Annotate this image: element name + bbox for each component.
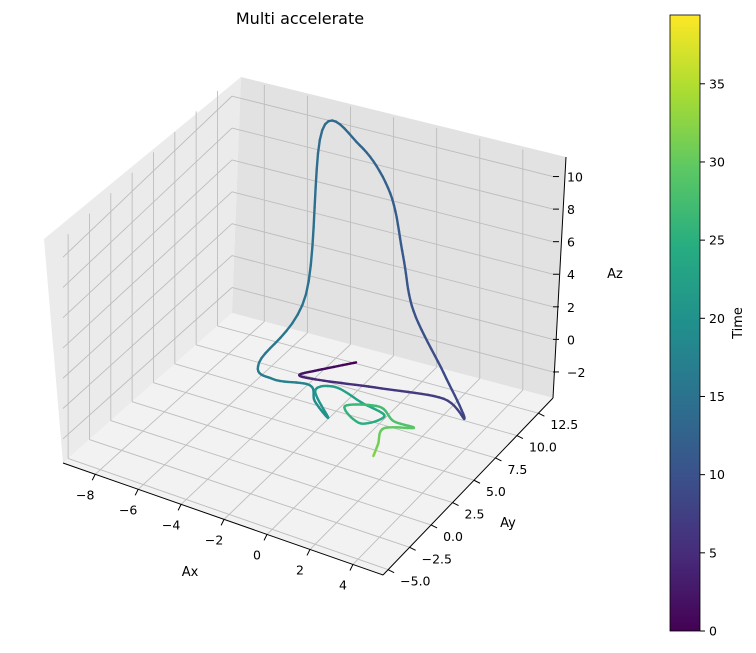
x-tick-label: −4 — [162, 517, 180, 532]
x-tick-mark — [221, 519, 224, 525]
z-tick-label: 6 — [567, 235, 575, 250]
colorbar-label: Time — [731, 307, 746, 340]
trajectory-segment — [314, 208, 315, 228]
x-tick-mark — [92, 474, 95, 480]
y-tick-mark — [538, 413, 544, 416]
colorbar-tick-label: 5 — [709, 545, 717, 560]
colorbar-tick-label: 0 — [709, 624, 717, 639]
x-axis-label: Ax — [182, 565, 199, 580]
y-tick-mark — [431, 525, 437, 528]
trajectory-segment — [316, 170, 317, 188]
z-tick-label: 10 — [567, 170, 583, 185]
colorbar: 0 5 10 15 20 25 30 35 Time — [670, 15, 746, 639]
colorbar-tick-label: 25 — [709, 233, 725, 248]
y-tick-label: −2.5 — [422, 551, 452, 566]
y-tick-mark — [453, 503, 459, 506]
x-tick-label: 2 — [296, 562, 304, 577]
trajectory-segment — [311, 247, 313, 265]
y-tick-mark — [388, 570, 394, 573]
y-tick-mark — [517, 436, 523, 439]
y-tick-label: 5.0 — [486, 484, 506, 499]
x-tick-label: −6 — [119, 502, 137, 517]
y-tick-label: −5.0 — [400, 574, 430, 589]
colorbar-tick-label: 35 — [709, 76, 725, 91]
z-tick-label: 8 — [567, 202, 575, 217]
z-tick-label: 0 — [567, 332, 575, 347]
y-tick-label: 10.0 — [529, 440, 557, 455]
z-tick-label: 2 — [567, 300, 575, 315]
trajectory-segment — [312, 227, 313, 246]
z-axis-label: Az — [607, 267, 623, 282]
y-tick-label: 0.0 — [443, 529, 463, 544]
trajectory-segment — [315, 188, 316, 208]
colorbar-gradient — [670, 15, 700, 631]
y-tick-mark — [474, 480, 480, 483]
x-tick-label: −8 — [76, 487, 94, 502]
x-tick-label: −2 — [205, 532, 223, 547]
x-tick-label: 4 — [339, 577, 347, 592]
z-tick-label: −2 — [567, 365, 585, 380]
x-tick-label: 0 — [253, 547, 261, 562]
y-tick-label: 7.5 — [507, 462, 527, 477]
y-tick-mark — [410, 547, 416, 550]
colorbar-tick-label: 15 — [709, 389, 725, 404]
x-tick-mark — [307, 549, 310, 555]
x-tick-mark — [350, 564, 353, 570]
y-axis-label: Ay — [500, 516, 516, 531]
x-tick-mark — [264, 534, 267, 540]
colorbar-tick-label: 20 — [709, 311, 725, 326]
colorbar-tick-label: 30 — [709, 154, 725, 169]
y-tick-label: 2.5 — [465, 507, 485, 522]
x-tick-mark — [135, 489, 138, 495]
colorbar-tick-label: 10 — [709, 467, 725, 482]
chart-title: Multi accelerate — [236, 9, 364, 28]
x-tick-mark — [178, 504, 181, 510]
y-tick-label: 12.5 — [550, 417, 578, 432]
trajectory-segment — [317, 153, 318, 169]
z-tick-label: 4 — [567, 267, 575, 282]
y-tick-mark — [495, 458, 501, 461]
